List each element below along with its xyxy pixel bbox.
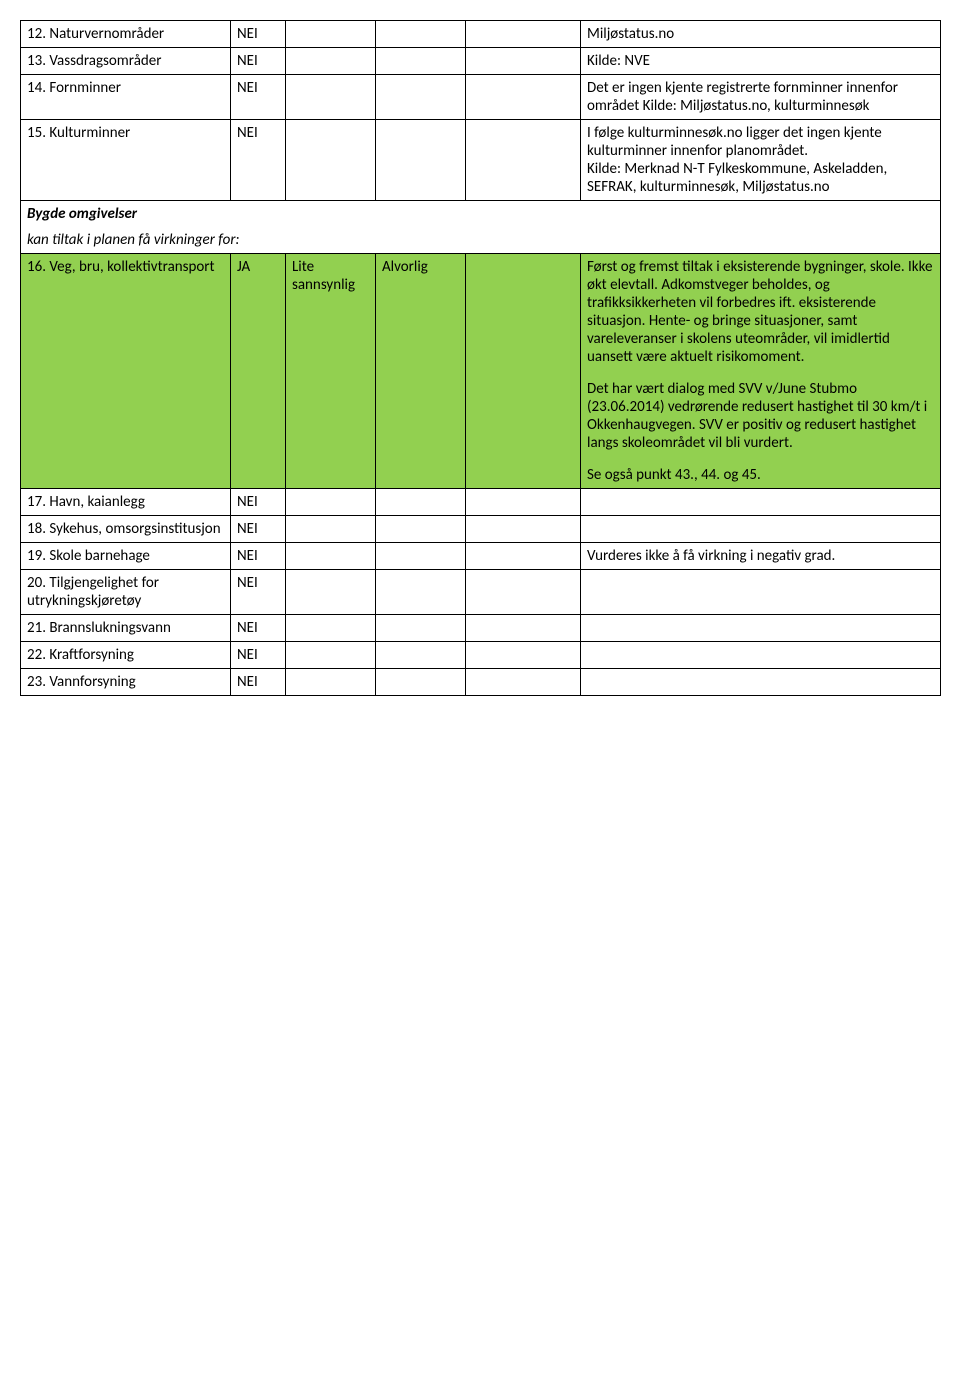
row-note: Kilde: NVE — [581, 48, 941, 75]
row-label: 12. Naturvernområder — [21, 21, 231, 48]
table-row: 21. Brannslukningsvann NEI — [21, 615, 941, 642]
row-label: 22. Kraftforsyning — [21, 642, 231, 669]
row-label: 18. Sykehus, omsorgsinstitusjon — [21, 516, 231, 543]
row-note: Først og fremst tiltak i eksisterende by… — [581, 254, 941, 489]
row-note — [581, 642, 941, 669]
section-header: Bygde omgivelser — [21, 201, 941, 228]
row-note: Vurderes ikke å få virkning i negativ gr… — [581, 543, 941, 570]
table-row: 23. Vannforsyning NEI — [21, 669, 941, 696]
note-paragraph: Se også punkt 43., 44. og 45. — [587, 466, 934, 484]
table-row: 20. Tilgjengelighet for utrykningskjøret… — [21, 570, 941, 615]
row-note — [581, 516, 941, 543]
row-value: NEI — [231, 120, 286, 201]
row-label: 21. Brannslukningsvann — [21, 615, 231, 642]
row-value: NEI — [231, 516, 286, 543]
row-consequence: Alvorlig — [376, 254, 466, 489]
row-label: 14. Fornminner — [21, 75, 231, 120]
row-value: NEI — [231, 615, 286, 642]
section-subtitle: kan tiltak i planen få virkninger for: — [21, 227, 941, 254]
table-row: 14. Fornminner NEI Det er ingen kjente r… — [21, 75, 941, 120]
row-label: 19. Skole barnehage — [21, 543, 231, 570]
row-label: 20. Tilgjengelighet for utrykningskjøret… — [21, 570, 231, 615]
table-row: 13. Vassdragsområder NEI Kilde: NVE — [21, 48, 941, 75]
table-row: 17. Havn, kaianlegg NEI — [21, 489, 941, 516]
row-label: 17. Havn, kaianlegg — [21, 489, 231, 516]
row-value: NEI — [231, 48, 286, 75]
row-note: I følge kulturminnesøk.no ligger det ing… — [581, 120, 941, 201]
row-value: NEI — [231, 570, 286, 615]
row-label: 13. Vassdragsområder — [21, 48, 231, 75]
row-value: NEI — [231, 543, 286, 570]
row-note — [581, 669, 941, 696]
row-label: 16. Veg, bru, kollektivtransport — [21, 254, 231, 489]
table-row: 18. Sykehus, omsorgsinstitusjon NEI — [21, 516, 941, 543]
table-row: 15. Kulturminner NEI I følge kulturminne… — [21, 120, 941, 201]
table-row: 22. Kraftforsyning NEI — [21, 642, 941, 669]
section-title: Bygde omgivelser — [21, 201, 941, 228]
row-value: JA — [231, 254, 286, 489]
table-row: 19. Skole barnehage NEI Vurderes ikke å … — [21, 543, 941, 570]
assessment-table: 12. Naturvernområder NEI Miljøstatus.no … — [20, 20, 941, 696]
section-subheader: kan tiltak i planen få virkninger for: — [21, 227, 941, 254]
row-label: 23. Vannforsyning — [21, 669, 231, 696]
row-label: 15. Kulturminner — [21, 120, 231, 201]
note-paragraph: Det har vært dialog med SVV v/June Stubm… — [587, 380, 934, 452]
row-note: Det er ingen kjente registrerte fornminn… — [581, 75, 941, 120]
row-value: NEI — [231, 489, 286, 516]
row-note — [581, 489, 941, 516]
row-note — [581, 570, 941, 615]
row-value: NEI — [231, 75, 286, 120]
row-value: NEI — [231, 642, 286, 669]
note-paragraph: Først og fremst tiltak i eksisterende by… — [587, 258, 934, 366]
table-row: 16. Veg, bru, kollektivtransport JA Lite… — [21, 254, 941, 489]
row-note — [581, 615, 941, 642]
table-row: 12. Naturvernområder NEI Miljøstatus.no — [21, 21, 941, 48]
row-probability: Lite sannsynlig — [286, 254, 376, 489]
row-note: Miljøstatus.no — [581, 21, 941, 48]
row-value: NEI — [231, 21, 286, 48]
row-value: NEI — [231, 669, 286, 696]
